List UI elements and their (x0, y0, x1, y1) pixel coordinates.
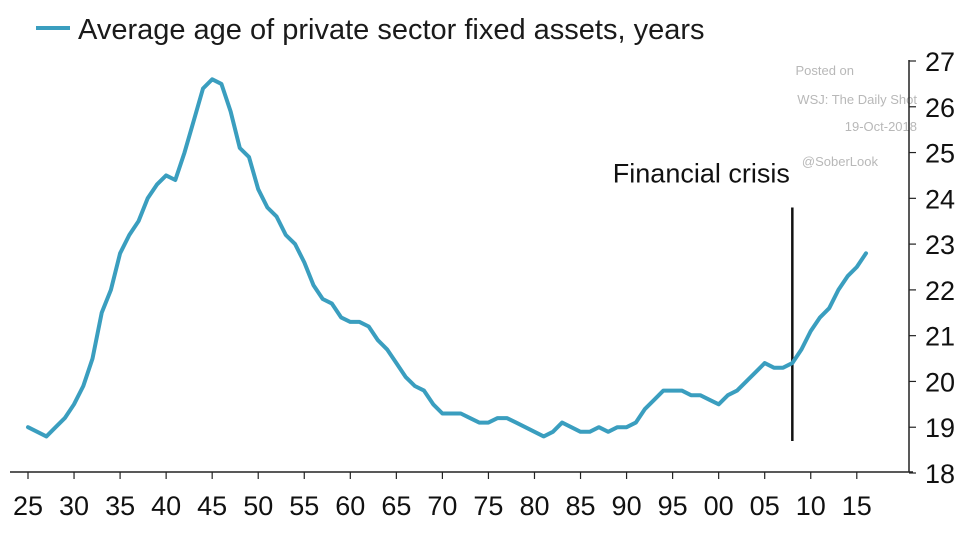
legend: Average age of private sector fixed asse… (36, 14, 705, 46)
y-tick-label: 24 (925, 184, 955, 214)
y-tick-label: 23 (925, 230, 955, 260)
y-tick-label: 19 (925, 413, 955, 443)
x-tick-label: 45 (197, 491, 227, 521)
x-tick-label: 95 (658, 491, 688, 521)
y-tick-label: 27 (925, 47, 955, 77)
series-line-average-asset-age (26, 77, 868, 439)
x-tick-label: 40 (151, 491, 181, 521)
x-tick-label: 70 (427, 491, 457, 521)
x-tick-label: 55 (289, 491, 319, 521)
x-tick-label: 10 (796, 491, 826, 521)
x-tick-label: 80 (519, 491, 549, 521)
watermark-line-3: 19-Oct-2018 (845, 119, 917, 134)
x-tick-label: 50 (243, 491, 273, 521)
x-tick-label: 35 (105, 491, 135, 521)
x-tick-label: 25 (13, 491, 43, 521)
legend-label: Average age of private sector fixed asse… (78, 14, 705, 46)
y-tick-label: 21 (925, 322, 955, 352)
x-tick-label: 65 (381, 491, 411, 521)
y-tick-label: 20 (925, 367, 955, 397)
annotation: Financial crisis (613, 158, 794, 441)
y-tick-label: 26 (925, 93, 955, 123)
financial-crisis-label: Financial crisis (613, 158, 790, 188)
y-tick-label: 25 (925, 139, 955, 169)
x-tick-label: 90 (612, 491, 642, 521)
watermark-line-1: Posted on (795, 63, 854, 78)
x-tick-label: 85 (566, 491, 596, 521)
y-tick-label: 22 (925, 276, 955, 306)
y-axis-ticks: 18 19 20 21 22 23 24 25 26 27 (909, 47, 955, 489)
watermark-line-2: WSJ: The Daily Shot (797, 92, 917, 107)
watermark-line-4: @SoberLook (802, 154, 879, 169)
x-tick-label: 05 (750, 491, 780, 521)
watermark: Posted on WSJ: The Daily Shot 19-Oct-201… (795, 63, 917, 169)
x-axis-ticks: 25 30 35 40 45 50 55 60 65 70 75 80 85 90 95 00 05 10 15 (13, 472, 872, 521)
x-tick-label: 60 (335, 491, 365, 521)
x-tick-label: 30 (59, 491, 89, 521)
x-tick-label: 00 (704, 491, 734, 521)
x-tick-label: 15 (842, 491, 872, 521)
x-tick-label: 75 (473, 491, 503, 521)
y-tick-label: 18 (925, 459, 955, 489)
